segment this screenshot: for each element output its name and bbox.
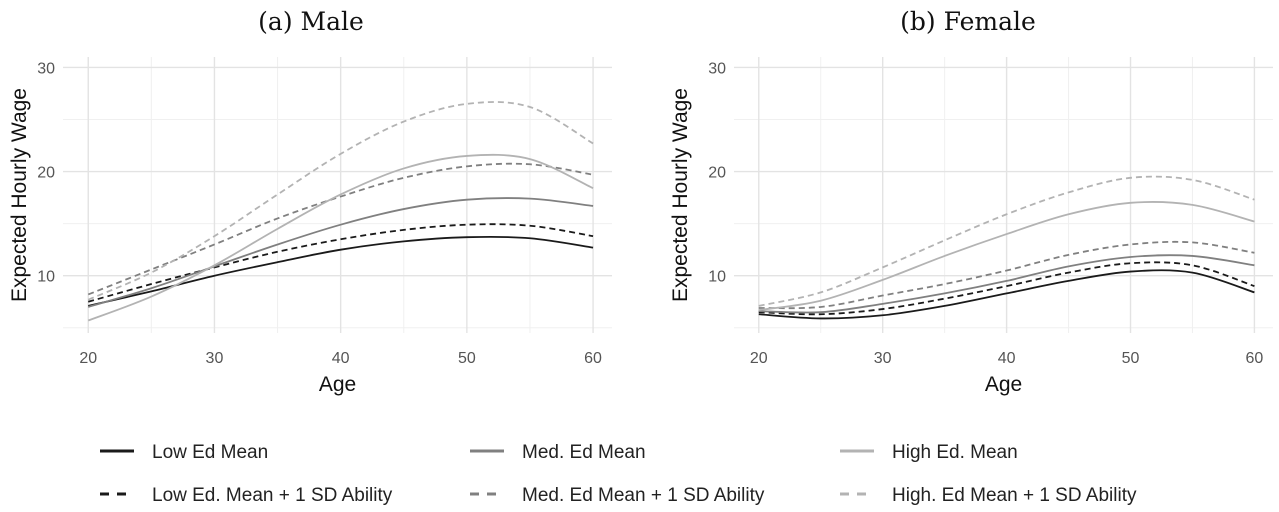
- legend-label: High. Ed Mean + 1 SD Ability: [892, 485, 1137, 506]
- legend-item: Med. Ed Mean: [470, 442, 646, 463]
- x-tick-label: 20: [750, 350, 768, 367]
- x-tick-label: 50: [1122, 350, 1140, 367]
- panel-male: (a) Male 20 30 40 50 60 10 20 30 Age Expected Hour…: [8, 7, 612, 396]
- y-tick-label: 20: [37, 165, 55, 182]
- panel-female: (b) Female 20 30 40 50 60 10 20 30 Age Expected Ho…: [669, 7, 1273, 396]
- series-line-5: [87, 101, 594, 301]
- x-axis-title: Age: [985, 373, 1022, 396]
- series-line-0: [88, 235, 594, 307]
- gridlines: [63, 57, 612, 333]
- legend-label: Med. Ed Mean + 1 SD Ability: [522, 485, 765, 506]
- legend-item: High Ed. Mean: [840, 442, 1018, 463]
- legend-item: Low Ed Mean: [100, 442, 268, 463]
- gridlines: [734, 57, 1273, 333]
- legend-label: Low Ed. Mean + 1 SD Ability: [152, 485, 393, 506]
- x-tick-label: 20: [79, 350, 97, 367]
- series-line-5: [758, 175, 1255, 307]
- series-line-0: [758, 269, 1255, 320]
- x-axis-title: Age: [319, 373, 356, 396]
- series-line-4: [87, 153, 594, 322]
- legend-item: Low Ed. Mean + 1 SD Ability: [100, 485, 393, 506]
- x-tick-label: 40: [332, 350, 350, 367]
- y-tick-label: 10: [708, 269, 726, 286]
- panel-title: (b) Female: [900, 7, 1036, 36]
- x-tick-label: 30: [874, 350, 892, 367]
- series-line-2: [758, 254, 1255, 314]
- series-line-4: [758, 201, 1255, 311]
- y-tick-label: 10: [37, 269, 55, 286]
- legend-label: High Ed. Mean: [892, 442, 1018, 463]
- legend-item: Med. Ed Mean + 1 SD Ability: [470, 485, 765, 506]
- series-line-2: [87, 197, 594, 308]
- y-tick-label: 20: [708, 165, 726, 182]
- y-axis-title: Expected Hourly Wage: [8, 88, 31, 302]
- x-tick-label: 60: [584, 350, 602, 367]
- series-line-3: [87, 162, 594, 296]
- y-axis-title: Expected Hourly Wage: [669, 88, 692, 302]
- legend: Low Ed Mean Med. Ed Mean High Ed. Mean Low …: [100, 442, 1137, 506]
- panel-title: (a) Male: [258, 7, 364, 36]
- y-tick-label: 30: [708, 60, 726, 77]
- legend-label: Low Ed Mean: [152, 442, 268, 463]
- series-line-1: [87, 223, 594, 303]
- y-tick-label: 30: [37, 60, 55, 77]
- series-line-1: [758, 261, 1255, 316]
- legend-label: Med. Ed Mean: [522, 442, 646, 463]
- series-lines: [758, 175, 1255, 320]
- x-tick-label: 30: [206, 350, 224, 367]
- x-tick-label: 40: [998, 350, 1016, 367]
- legend-item: High. Ed Mean + 1 SD Ability: [840, 485, 1137, 506]
- series-line-3: [758, 240, 1255, 310]
- x-tick-label: 50: [458, 350, 476, 367]
- series-lines: [87, 101, 594, 322]
- x-tick-label: 60: [1246, 350, 1264, 367]
